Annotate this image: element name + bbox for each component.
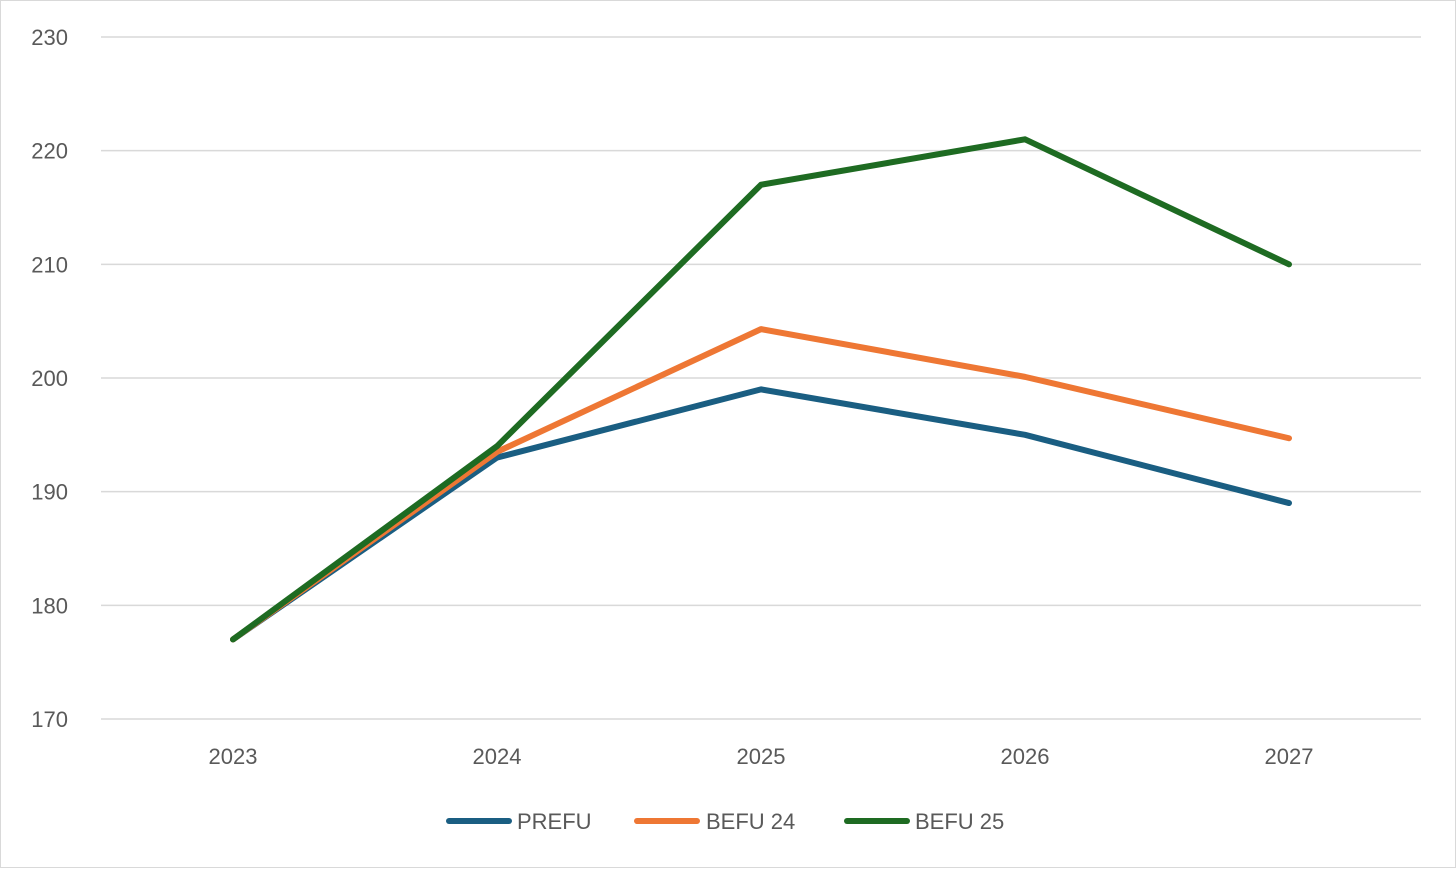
x-tick-label: 2027: [1265, 744, 1314, 769]
x-tick-label: 2023: [209, 744, 258, 769]
legend: PREFU BEFU 24 BEFU 25: [446, 809, 1004, 834]
y-tick-label: 170: [31, 707, 68, 732]
y-tick-label: 220: [31, 139, 68, 164]
series-line-befu-25: [230, 136, 1292, 643]
y-tick-label: 200: [31, 366, 68, 391]
legend-label: BEFU 24: [706, 809, 795, 834]
y-tick-label: 190: [31, 480, 68, 505]
legend-label: BEFU 25: [915, 809, 1004, 834]
y-tick-label: 180: [31, 593, 68, 618]
x-tick-label: 2024: [473, 744, 522, 769]
series-lines: [230, 136, 1292, 643]
series-line-befu-24: [230, 326, 1292, 643]
x-tick-label: 2025: [737, 744, 786, 769]
y-axis-tick-labels: 170 180 190 200 210 220 230: [31, 25, 68, 732]
legend-label: PREFU: [517, 809, 592, 834]
y-tick-label: 230: [31, 25, 68, 50]
x-tick-label: 2026: [1001, 744, 1050, 769]
y-tick-label: 210: [31, 252, 68, 277]
gridlines: [101, 36, 1421, 720]
x-axis-tick-labels: 2023 2024 2025 2026 2027: [209, 744, 1314, 769]
series-line-prefu: [230, 386, 1292, 643]
